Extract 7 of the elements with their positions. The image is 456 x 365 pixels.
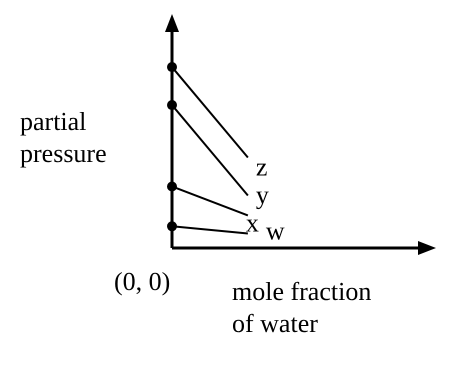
series-label: y [256,180,269,210]
series-label: w [266,216,285,246]
y-axis-title: partial pressure [20,107,107,168]
series-label: z [256,152,268,182]
text: (0, 0) [114,267,170,296]
x-axis-title: mole fraction of water [232,277,372,338]
series-label: x [246,208,259,238]
